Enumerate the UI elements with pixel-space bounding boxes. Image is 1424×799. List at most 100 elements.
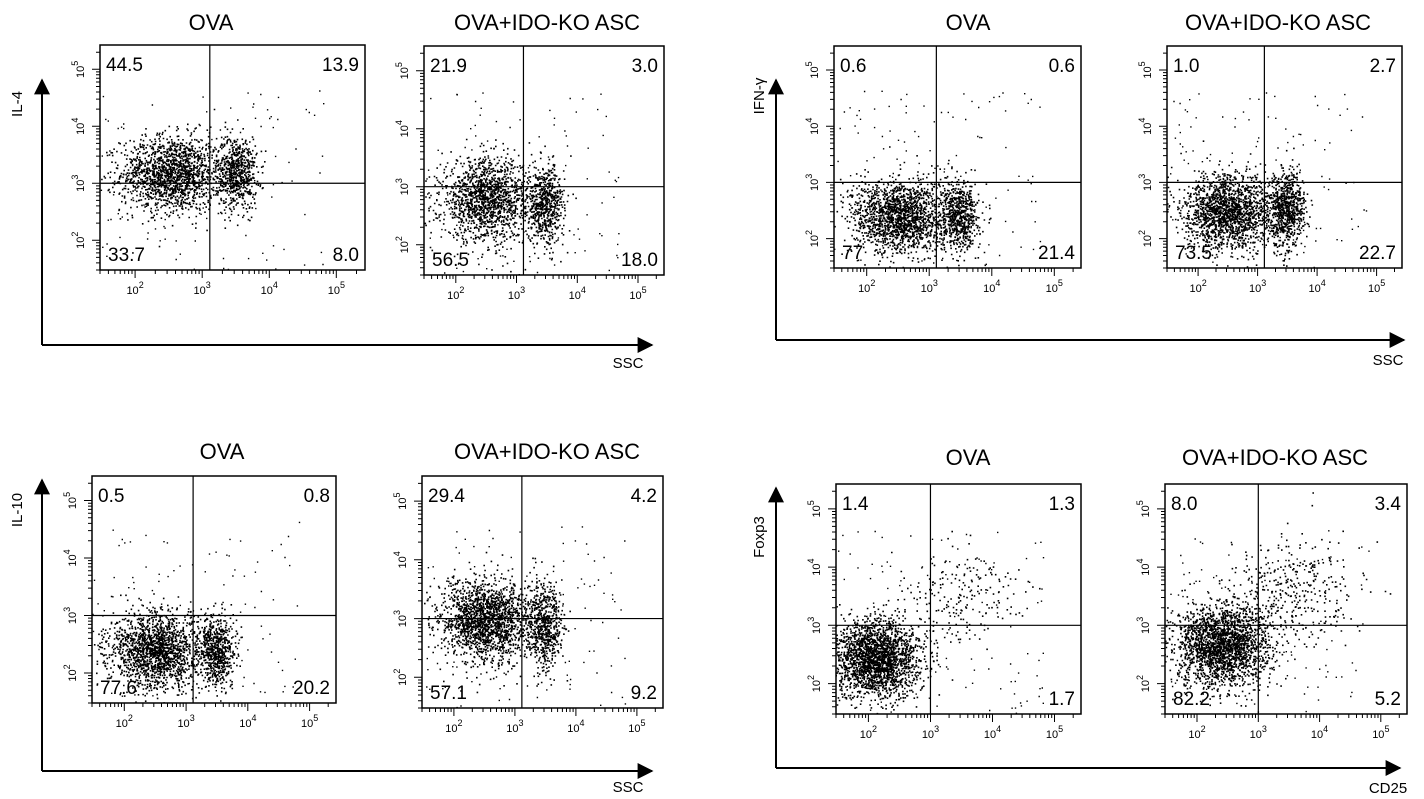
- quadrant-lower-right-value: 18.0: [621, 250, 658, 271]
- quadrant-lower-right-value: 9.2: [631, 683, 657, 704]
- cell-population-dots: [1165, 580, 1300, 707]
- cell-population-dots: [1167, 140, 1304, 268]
- y-tick-label: 105: [1137, 61, 1154, 78]
- quadrant-upper-left-value: 8.0: [1171, 494, 1197, 515]
- quadrant-upper-right-value: 3.4: [1375, 494, 1402, 515]
- quadrant-lower-left-value: 57.1: [430, 683, 467, 704]
- cell-population-dots: [1258, 147, 1314, 267]
- quadrant-upper-left-value: 29.4: [428, 486, 465, 507]
- x-tick-label: 102: [445, 718, 462, 735]
- scatter-panel: OVA 102 103 104 105 102 103 104 105 44.5 13.9 33.7 8…: [70, 10, 366, 297]
- y-tick-label: 104: [1137, 118, 1154, 135]
- axis-ticks: 102 103 104 105 102 103 104 105: [70, 51, 357, 297]
- quadrant-upper-right-value: 2.7: [1370, 56, 1396, 77]
- x-tick-label: 105: [328, 280, 345, 297]
- y-axis-label: IL-4: [9, 91, 26, 117]
- y-tick-label: 103: [806, 617, 823, 634]
- cell-population-dots: [836, 596, 952, 714]
- x-tick-label: 104: [261, 280, 278, 297]
- x-axis-label: SSC: [613, 779, 644, 796]
- background-events: [1165, 530, 1370, 713]
- scatter-panel: OVA 102 103 104 105 102 103 104 105 0.6 0.6 77 21.4: [804, 10, 1082, 295]
- cell-population-dots: [189, 602, 243, 702]
- x-tick-label: 104: [567, 718, 584, 735]
- axis-ticks: 102 103 104 105 102 103 104 105: [1135, 490, 1400, 741]
- y-axis-label: Foxp3: [751, 516, 768, 558]
- event-dots: [100, 90, 325, 270]
- y-tick-label: 102: [62, 664, 79, 681]
- quadrant-lower-left-value: 82.2: [1173, 689, 1210, 710]
- tick-marks: [1157, 490, 1400, 722]
- x-tick-label: 105: [628, 718, 645, 735]
- figure-group-0: IL-4 SSC OVA 102 103 104 105 102 103 104 105 44.5 13…: [9, 10, 665, 372]
- quadrant-lower-right-value: 22.7: [1359, 243, 1396, 264]
- y-tick-label: 102: [394, 236, 411, 253]
- y-axis-label: IL-10: [9, 493, 26, 527]
- x-tick-label: 104: [984, 724, 1001, 741]
- panel-title: OVA+IDO-KO ASC: [454, 10, 640, 35]
- x-tick-label: 103: [1249, 278, 1266, 295]
- x-tick-label: 104: [569, 285, 586, 302]
- quadrant-lower-right-value: 20.2: [293, 678, 330, 699]
- cell-population-dots: [934, 159, 992, 267]
- tick-marks: [826, 52, 1074, 276]
- plot-frame: [99, 44, 366, 271]
- x-axis-label: CD25: [1369, 780, 1407, 797]
- plot-frame: [833, 45, 1082, 269]
- x-axis-label: SSC: [613, 355, 644, 372]
- background-events: [92, 521, 301, 703]
- y-tick-label: 105: [70, 61, 87, 78]
- tick-marks: [92, 51, 357, 278]
- event-dots: [836, 530, 1045, 714]
- y-tick-label: 103: [804, 174, 821, 191]
- y-tick-label: 102: [806, 675, 823, 692]
- quadrant-upper-right-value: 0.8: [304, 486, 330, 507]
- x-tick-label: 102: [447, 285, 464, 302]
- x-tick-label: 105: [1046, 724, 1063, 741]
- axis-ticks: 102 103 104 105 102 103 104 105: [62, 482, 329, 730]
- axis-ticks: 102 103 104 105 102 103 104 105: [394, 52, 657, 302]
- axis-ticks: 102 103 104 105 102 103 104 105: [806, 490, 1074, 741]
- quadrant-upper-left-value: 1.0: [1173, 56, 1199, 77]
- quadrant-lower-right-value: 21.4: [1038, 243, 1075, 264]
- y-tick-label: 105: [394, 62, 411, 79]
- panel-title: OVA: [946, 445, 991, 470]
- plot-frame: [423, 45, 665, 276]
- plot-frame: [1164, 483, 1408, 715]
- y-axis-label: IFN-γ: [751, 77, 768, 114]
- x-tick-label: 105: [1368, 278, 1385, 295]
- scatter-panel: OVA 102 103 104 105 102 103 104 105 1.4 1.3 1.7: [806, 445, 1082, 741]
- quadrant-upper-right-value: 3.0: [632, 56, 658, 77]
- x-tick-label: 104: [239, 713, 256, 730]
- x-tick-label: 103: [177, 713, 194, 730]
- y-tick-label: 105: [62, 492, 79, 509]
- axis-ticks: 102 103 104 105 102 103 104 105: [1137, 52, 1395, 295]
- x-tick-label: 102: [1188, 724, 1205, 741]
- event-dots: [424, 92, 620, 275]
- x-tick-label: 102: [126, 280, 143, 297]
- x-tick-label: 103: [922, 724, 939, 741]
- panel-title: OVA: [200, 439, 245, 464]
- panel-title: OVA+IDO-KO ASC: [1182, 445, 1368, 470]
- y-tick-label: 104: [394, 120, 411, 137]
- cell-population-dots: [205, 119, 267, 227]
- cell-population-dots: [511, 557, 571, 687]
- x-tick-label: 105: [301, 713, 318, 730]
- axis-ticks: 102 103 104 105 102 103 104 105: [392, 482, 656, 735]
- quadrant-upper-left-value: 21.9: [430, 56, 467, 77]
- y-tick-label: 102: [1135, 675, 1152, 692]
- cell-population-dots: [424, 551, 565, 694]
- tick-marks: [1159, 52, 1395, 276]
- y-tick-label: 103: [394, 178, 411, 195]
- axis-ticks: 102 103 104 105 102 103 104 105: [804, 52, 1074, 295]
- y-tick-label: 102: [70, 232, 87, 249]
- panel-title: OVA+IDO-KO ASC: [1185, 10, 1371, 35]
- quadrant-upper-left-value: 44.5: [106, 55, 143, 76]
- quadrant-lower-left-value: 33.7: [108, 245, 145, 266]
- figure-group-1: IFN-γ SSC OVA 102 103 104 105 102 103 104 105 0.6 0.…: [751, 10, 1406, 369]
- quadrant-upper-left-value: 1.4: [842, 494, 869, 515]
- x-tick-label: 103: [194, 280, 211, 297]
- y-tick-label: 104: [62, 549, 79, 566]
- scatter-panel: OVA+IDO-KO ASC 102 103 104 105 102 103 104 105 29…: [392, 439, 664, 735]
